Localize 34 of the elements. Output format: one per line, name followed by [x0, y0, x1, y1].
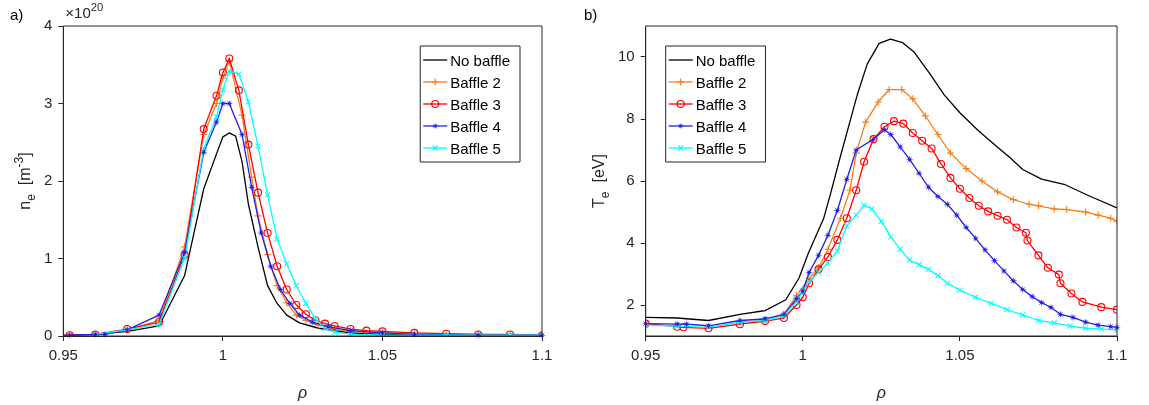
- x-tick-label: 1.05: [367, 346, 398, 364]
- x-axis-title: ρ: [875, 384, 886, 401]
- y-tick-label: 4: [44, 16, 53, 34]
- y-tick-label: 2: [44, 171, 53, 189]
- y-tick-label: 8: [626, 109, 635, 127]
- legend-label: Baffle 2: [695, 73, 747, 91]
- legend-label: Baffle 5: [695, 139, 747, 157]
- legend-label: Baffle 3: [450, 95, 501, 113]
- legend-label: Baffle 3: [695, 95, 747, 113]
- y-tick-label: 0: [44, 326, 53, 344]
- legend-label: Baffle 5: [450, 139, 501, 157]
- x-tick-label: 1.1: [1106, 346, 1128, 364]
- x-axis-title: ρ: [297, 384, 308, 401]
- legend-label: Baffle 2: [450, 73, 501, 91]
- x-tick-label: 1.1: [531, 346, 553, 364]
- y-axis-title: ne [m-3]: [11, 152, 38, 210]
- y-axis-title: Te [eV]: [590, 154, 612, 208]
- y-tick-label: 10: [618, 47, 635, 65]
- y-tick-label: 6: [626, 171, 635, 189]
- y-tick-label: 3: [44, 93, 53, 111]
- chart-title: b): [584, 6, 598, 23]
- y-tick-label: 1: [44, 248, 53, 266]
- x-tick-label: 0.95: [48, 346, 78, 364]
- y-tick-label: 4: [626, 233, 635, 251]
- x-tick-label: 1.05: [945, 346, 975, 364]
- legend-label: Baffle 4: [450, 117, 501, 135]
- chart-title: a): [10, 6, 24, 23]
- x-tick-label: 1: [798, 346, 807, 364]
- legend-label: No baffle: [695, 51, 756, 69]
- x-tick-label: 1: [218, 346, 228, 364]
- x-tick-label: 0.95: [631, 346, 661, 364]
- legend-label: Baffle 4: [695, 117, 747, 135]
- legend-label: No baffle: [450, 51, 510, 69]
- y-tick-label: 2: [626, 295, 635, 313]
